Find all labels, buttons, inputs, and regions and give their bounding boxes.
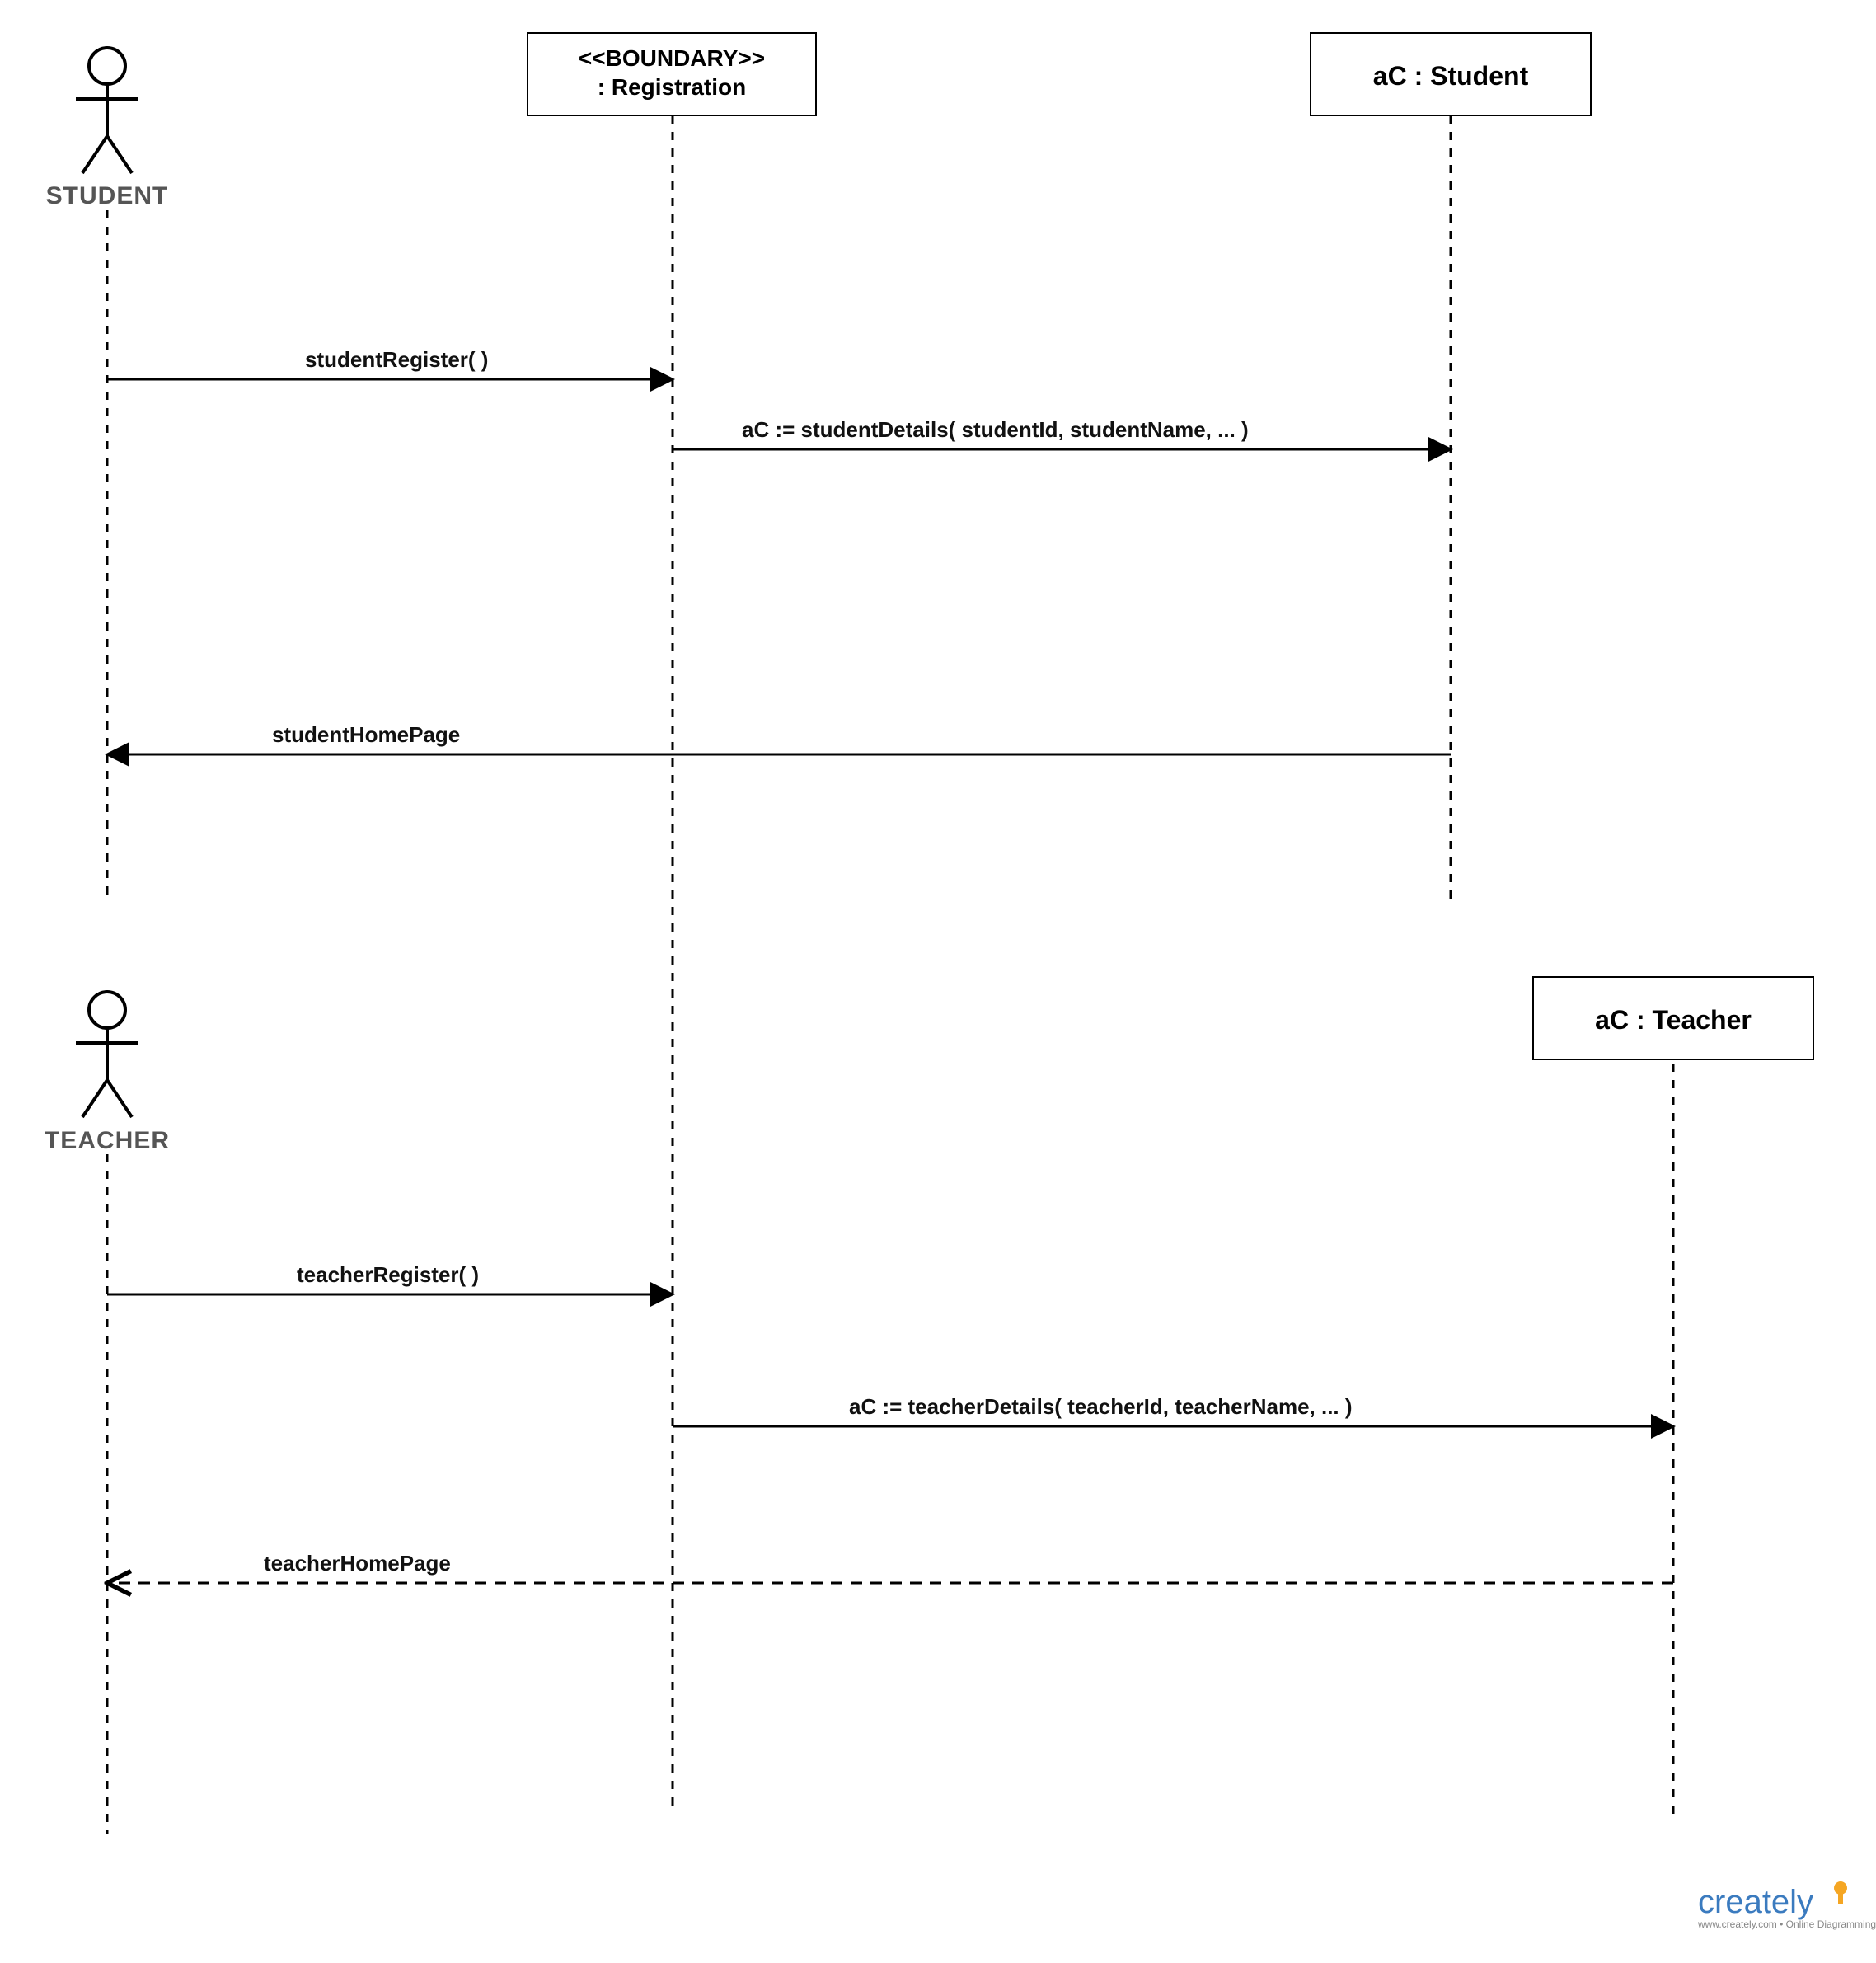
person-icon [76, 48, 138, 173]
actor-teacher-label: TEACHER [45, 1127, 170, 1154]
actor-teacher: TEACHER [45, 992, 170, 1154]
message-label-m6: teacherHomePage [264, 1551, 451, 1576]
message-label-m3: studentHomePage [272, 722, 460, 747]
lifeline-ac-student: aC : Student [1311, 33, 1591, 115]
lifeline-registration: <<BOUNDARY>> : Registration [528, 33, 816, 115]
watermark-brand: creately [1698, 1884, 1813, 1920]
person-icon [76, 992, 138, 1117]
sequence-diagram: STUDENT TEACHER <<BOUNDARY>> : Registrat… [0, 0, 1876, 1963]
message-label-m5: aC := teacherDetails( teacherId, teacher… [849, 1394, 1353, 1419]
message-label-m4: teacherRegister( ) [297, 1262, 479, 1287]
registration-name: : Registration [598, 74, 746, 100]
message-label-m1: studentRegister( ) [305, 347, 488, 372]
ac-teacher-label: aC : Teacher [1595, 1005, 1752, 1035]
ac-student-label: aC : Student [1373, 61, 1529, 91]
watermark-sub: www.creately.com • Online Diagramming [1697, 1918, 1876, 1930]
lifelines [107, 115, 1673, 1834]
actor-student-label: STUDENT [46, 182, 169, 209]
message-label-m2: aC := studentDetails( studentId, student… [742, 417, 1249, 442]
watermark: creately www.creately.com • Online Diagr… [1697, 1881, 1876, 1930]
lifeline-ac-teacher: aC : Teacher [1533, 977, 1813, 1059]
messages: studentRegister( ) aC := studentDetails( … [107, 347, 1673, 1583]
actor-student: STUDENT [46, 48, 169, 209]
registration-stereotype: <<BOUNDARY>> [579, 45, 765, 71]
